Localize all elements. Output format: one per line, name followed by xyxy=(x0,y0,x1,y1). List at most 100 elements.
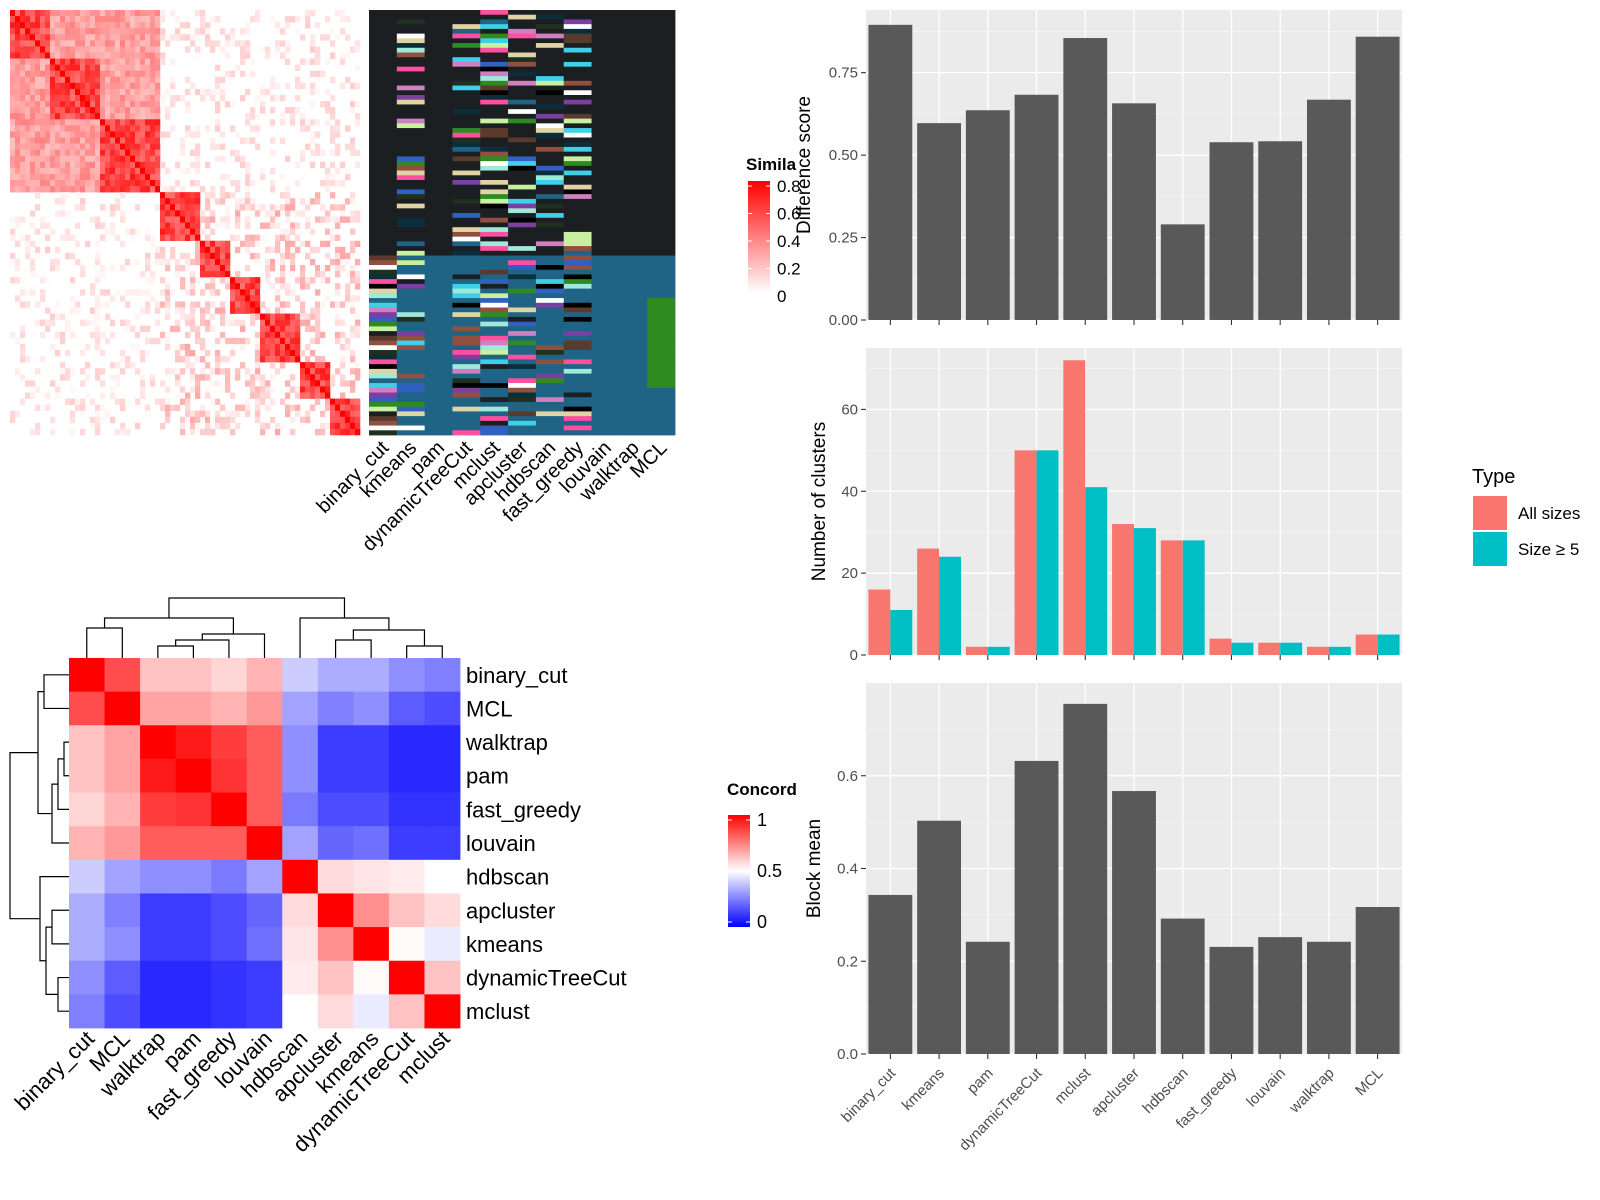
x-tick-label: louvain xyxy=(1243,1065,1289,1111)
bar xyxy=(1036,450,1059,655)
similarity-color-bar xyxy=(748,181,770,293)
concordance-cell xyxy=(353,994,390,1029)
concordance-cell xyxy=(211,960,248,995)
bar xyxy=(917,820,962,1054)
concordance-cell xyxy=(388,826,425,861)
x-tick-label: pam xyxy=(964,1065,997,1098)
bar xyxy=(1085,487,1108,655)
concordance-cell xyxy=(317,758,354,793)
y-tick-label: 0.00 xyxy=(829,312,858,329)
concordance-legend-tick: 0.5 xyxy=(757,861,782,881)
dendrogram-branch xyxy=(63,741,69,777)
concordance-cell xyxy=(69,792,105,827)
concordance-legend-tick: 1 xyxy=(757,810,767,830)
concordance-column-label: binary_cut xyxy=(10,1026,99,1115)
dendrogram-branch xyxy=(51,783,69,844)
concordance-cell xyxy=(388,758,425,793)
concordance-cell xyxy=(104,792,141,827)
x-tick-label: dynamicTreeCut xyxy=(956,1064,1046,1154)
cluster-annotation-columns xyxy=(369,10,676,436)
dendrogram-branch xyxy=(201,633,266,658)
y-tick-label: 60 xyxy=(841,401,858,418)
y-tick-label: 0.0 xyxy=(837,1046,858,1063)
dendrogram-branch xyxy=(57,976,69,1012)
concordance-legend-tick: 0 xyxy=(757,912,767,932)
concordance-row-labels: binary_cut MCL walktrap pam fast_greedylouva… xyxy=(465,663,627,1024)
concordance-cell xyxy=(282,994,319,1029)
dendrogram-branch xyxy=(334,639,372,658)
concordance-cell xyxy=(353,893,390,928)
y-tick-label: 0.75 xyxy=(829,65,858,82)
concordance-cell xyxy=(140,927,177,962)
concordance-cell xyxy=(317,658,354,693)
difference-score-chart: 0.00 0.25 0.50 0.75 Difference score xyxy=(794,10,1402,329)
concordance-cell xyxy=(104,826,141,861)
concordance-cell xyxy=(246,658,283,693)
concordance-cell xyxy=(140,859,177,894)
concordance-cell xyxy=(69,960,105,995)
bar xyxy=(890,609,913,655)
concordance-legend: Concord 1 0.5 0 xyxy=(727,780,797,932)
row-dendrogram xyxy=(9,674,69,1012)
concordance-cell xyxy=(69,927,105,962)
concordance-row-label: hdbscan xyxy=(466,865,549,890)
bar xyxy=(1112,791,1156,1054)
concordance-cell xyxy=(388,960,425,995)
y-axis-label: Number of clusters xyxy=(809,422,830,581)
concordance-cell xyxy=(69,859,105,894)
bar xyxy=(1306,99,1351,320)
bar xyxy=(1014,450,1037,655)
concordance-cell xyxy=(282,826,319,861)
concordance-row-label: apcluster xyxy=(466,898,555,923)
concordance-cell xyxy=(246,691,283,726)
concordance-cell xyxy=(175,826,212,861)
x-tick-label: binary_cut xyxy=(838,1064,900,1126)
concordance-cell xyxy=(175,893,212,928)
concordance-cell xyxy=(424,960,461,995)
concordance-cell xyxy=(211,658,248,693)
concordance-heatmap xyxy=(69,658,461,1029)
concordance-cell xyxy=(317,927,354,962)
type-legend-title: Type xyxy=(1472,466,1515,488)
y-tick-label: 40 xyxy=(841,483,858,500)
concordance-cell xyxy=(424,826,461,861)
legend-key-size-5 xyxy=(1473,532,1507,566)
concordance-cell xyxy=(246,960,283,995)
concordance-column-labels: binary_cutMCLwalktrappamfast_greedylouva… xyxy=(10,1026,455,1157)
similarity-legend-tick: 0.6 xyxy=(777,205,801,224)
concordance-cell xyxy=(282,725,319,760)
concordance-cell xyxy=(317,826,354,861)
y-axis-label: Block mean xyxy=(804,819,825,918)
bar xyxy=(1258,937,1303,1054)
concordance-cell xyxy=(104,658,141,693)
bar xyxy=(1355,36,1400,321)
dendrogram-branch xyxy=(9,752,40,920)
concordance-cell xyxy=(211,859,248,894)
concordance-cell xyxy=(211,691,248,726)
concordance-cell xyxy=(211,994,248,1029)
concordance-cell xyxy=(175,725,212,760)
bar xyxy=(1258,642,1281,655)
dendrogram-branch xyxy=(51,909,69,945)
concordance-cell xyxy=(104,758,141,793)
concordance-cell xyxy=(246,725,283,760)
concordance-cell xyxy=(246,792,283,827)
x-tick-label: kmeans xyxy=(899,1065,948,1114)
bar xyxy=(1160,540,1183,655)
bar xyxy=(1112,103,1156,320)
concordance-cell xyxy=(282,893,319,928)
bar xyxy=(917,548,940,655)
concordance-cell xyxy=(424,691,461,726)
concordance-cell xyxy=(353,658,390,693)
bar xyxy=(1209,946,1254,1054)
concordance-cell xyxy=(69,758,105,793)
bar xyxy=(1209,638,1232,655)
concordance-cell xyxy=(211,758,248,793)
block-mean-chart: 0.0 0.2 0.4 0.6 binary_cut kmeans pamdynamicTr… xyxy=(804,683,1402,1154)
similarity-heatmap xyxy=(10,10,361,436)
bar xyxy=(1280,642,1303,655)
concordance-cell xyxy=(140,658,177,693)
concordance-cell xyxy=(175,691,212,726)
concordance-row-label: MCL xyxy=(466,696,512,721)
dendrogram-branch xyxy=(168,597,346,618)
